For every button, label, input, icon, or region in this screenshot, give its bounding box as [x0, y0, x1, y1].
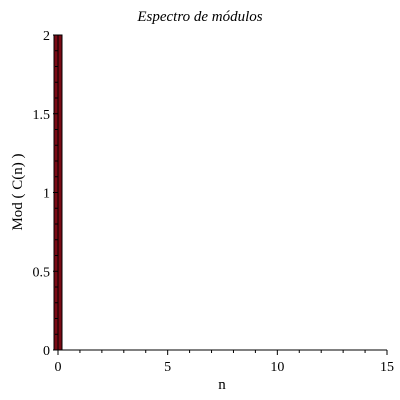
- x-tick-label-3: 15: [380, 360, 394, 375]
- x-axis-label: n: [218, 377, 226, 393]
- y-tick-label-1: 0.5: [33, 265, 51, 280]
- y-tick-label-4: 2: [43, 29, 50, 44]
- x-tick-label-0: 0: [55, 360, 62, 375]
- x-tick-label-1: 5: [164, 360, 171, 375]
- chart-title: Espectro de módulos: [136, 9, 262, 25]
- y-tick-label-2: 1: [43, 187, 50, 202]
- y-axis-label: Mod ( C(n) ): [10, 153, 26, 230]
- y-tick-label-0: 0: [43, 344, 50, 359]
- x-tick-label-2: 10: [270, 360, 284, 375]
- y-tick-label-3: 1.5: [33, 108, 51, 123]
- plot-area: 0 5 10 15 0 0.5 1 1.5 2: [33, 29, 395, 375]
